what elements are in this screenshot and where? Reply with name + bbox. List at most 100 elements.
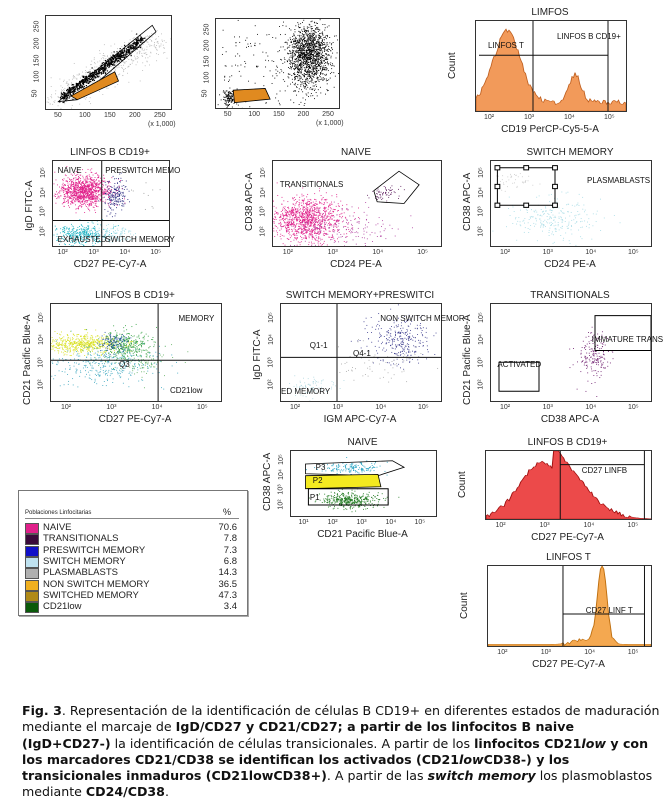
event-dot [64,243,66,245]
event-dot [110,60,112,62]
event-dot [299,244,301,246]
event-dot [75,198,77,200]
event-dot [62,94,64,96]
event-dot [109,197,111,199]
event-dot [89,71,91,73]
event-dot [122,227,124,229]
event-dot [156,30,158,32]
plot-area: NAIVE PRESWITCH MEMO EXHAUSTED SWITCH MEMOR… [52,160,180,247]
event-dot [85,194,87,196]
event-dot [146,35,148,37]
event-dot [299,55,301,57]
event-dot [149,55,151,57]
event-dot [105,58,107,60]
event-dot [112,54,114,56]
event-dot [84,200,86,202]
event-dot [72,228,74,230]
event-dot [332,52,334,54]
event-dot [133,60,135,62]
event-dot [84,232,86,234]
event-dot [92,74,95,76]
event-dot [79,196,81,198]
event-dot [91,195,93,197]
event-dot [305,44,307,46]
event-dot [80,191,82,193]
event-dot [68,191,70,193]
x-tick-label: 200 [129,112,141,119]
event-dot [94,173,96,175]
event-dot [237,53,239,55]
event-dot [116,57,118,59]
event-dot [142,40,144,42]
event-dot [83,195,85,197]
event-dot [102,71,105,73]
event-dot [104,180,106,182]
event-dot [316,55,318,57]
event-dot [97,237,99,238]
event-dot [79,77,81,79]
event-dot [116,240,118,241]
event-dot [86,71,87,73]
event-dot [90,184,92,186]
event-dot [92,239,94,241]
event-dot [118,60,120,62]
event-dot [224,99,226,101]
event-dot [77,232,79,234]
event-dot [112,235,114,236]
event-dot [114,69,116,71]
event-dot [300,71,302,73]
event-dot [76,189,77,191]
event-dot [132,45,134,47]
event-dot [312,41,314,42]
event-dot [74,237,76,239]
event-dot [63,226,65,228]
event-dot [293,50,295,51]
event-dot [93,199,95,201]
event-dot [310,206,312,208]
event-dot [76,189,78,191]
event-dot [300,47,302,48]
event-dot [64,239,66,241]
event-dot [146,60,148,62]
event-dot [95,198,97,200]
event-dot [310,199,312,201]
event-dot [226,95,227,97]
event-dot [229,96,231,98]
event-dot [312,33,314,35]
event-dot [106,193,108,195]
event-dot [69,92,71,94]
event-dot [89,196,91,198]
event-dot [77,185,78,187]
event-dot [295,51,297,53]
event-dot [110,59,112,61]
event-dot [289,68,291,69]
event-dot [277,227,279,229]
event-dot [315,50,317,52]
event-dot [295,75,297,77]
event-dot [309,66,311,68]
event-dot [90,188,92,190]
event-dot [72,195,74,197]
event-dot [128,50,130,52]
event-dot [262,51,264,53]
event-dot [224,75,226,77]
event-dot [79,194,81,196]
event-dot [296,87,298,88]
event-dot [93,185,95,187]
event-dot [309,54,311,56]
event-dot [68,97,70,99]
event-dot [98,180,100,181]
event-dot [312,75,314,77]
event-dot [224,79,225,81]
event-dot [96,239,97,241]
event-dot [112,239,114,241]
event-dot [323,78,325,80]
event-dot [305,46,307,48]
event-dot [309,40,311,41]
event-dot [282,243,284,245]
event-dot [287,67,289,68]
event-dot [87,71,89,74]
event-dot [123,237,125,239]
event-dot [225,96,227,98]
event-dot [332,64,334,66]
